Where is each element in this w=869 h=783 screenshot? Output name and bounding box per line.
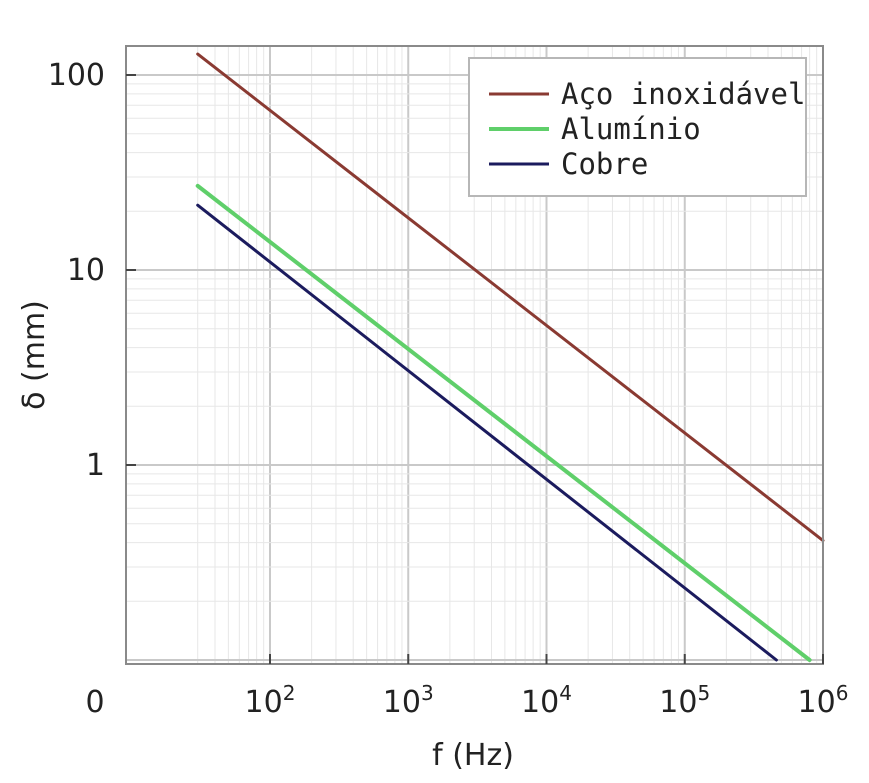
x-tick-label-102: 102 xyxy=(245,681,296,720)
legend-label-aco-inoxidavel: Aço inoxidável xyxy=(561,77,805,111)
grid xyxy=(126,46,824,664)
series-line-aco-inoxidavel xyxy=(196,52,825,543)
x-tick-label-105: 105 xyxy=(659,681,710,720)
legend-label-aluminio: Alumínio xyxy=(561,112,701,146)
y-tick-label-100: 100 xyxy=(48,58,105,93)
y-tick-label-10: 10 xyxy=(67,253,105,288)
y-axis-title: δ (mm) xyxy=(17,300,52,410)
x-tick-label-0: 0 xyxy=(85,685,104,720)
plot-frame xyxy=(125,45,824,665)
x-tick-label-103: 103 xyxy=(383,681,434,720)
axis-ticks: 1 10 100 0 102 103 104 105 106 xyxy=(48,58,849,720)
x-axis-title: f (Hz) xyxy=(432,738,514,773)
series-line-aluminio xyxy=(195,183,812,662)
legend-label-cobre: Cobre xyxy=(561,147,648,181)
x-tick-label-104: 104 xyxy=(521,681,572,720)
y-tick-label-1: 1 xyxy=(86,448,105,483)
legend: Aço inoxidável Alumínio Cobre xyxy=(468,57,807,197)
series-lines xyxy=(195,52,825,662)
series-line-cobre xyxy=(196,203,778,662)
x-tick-label-106: 106 xyxy=(798,681,849,720)
